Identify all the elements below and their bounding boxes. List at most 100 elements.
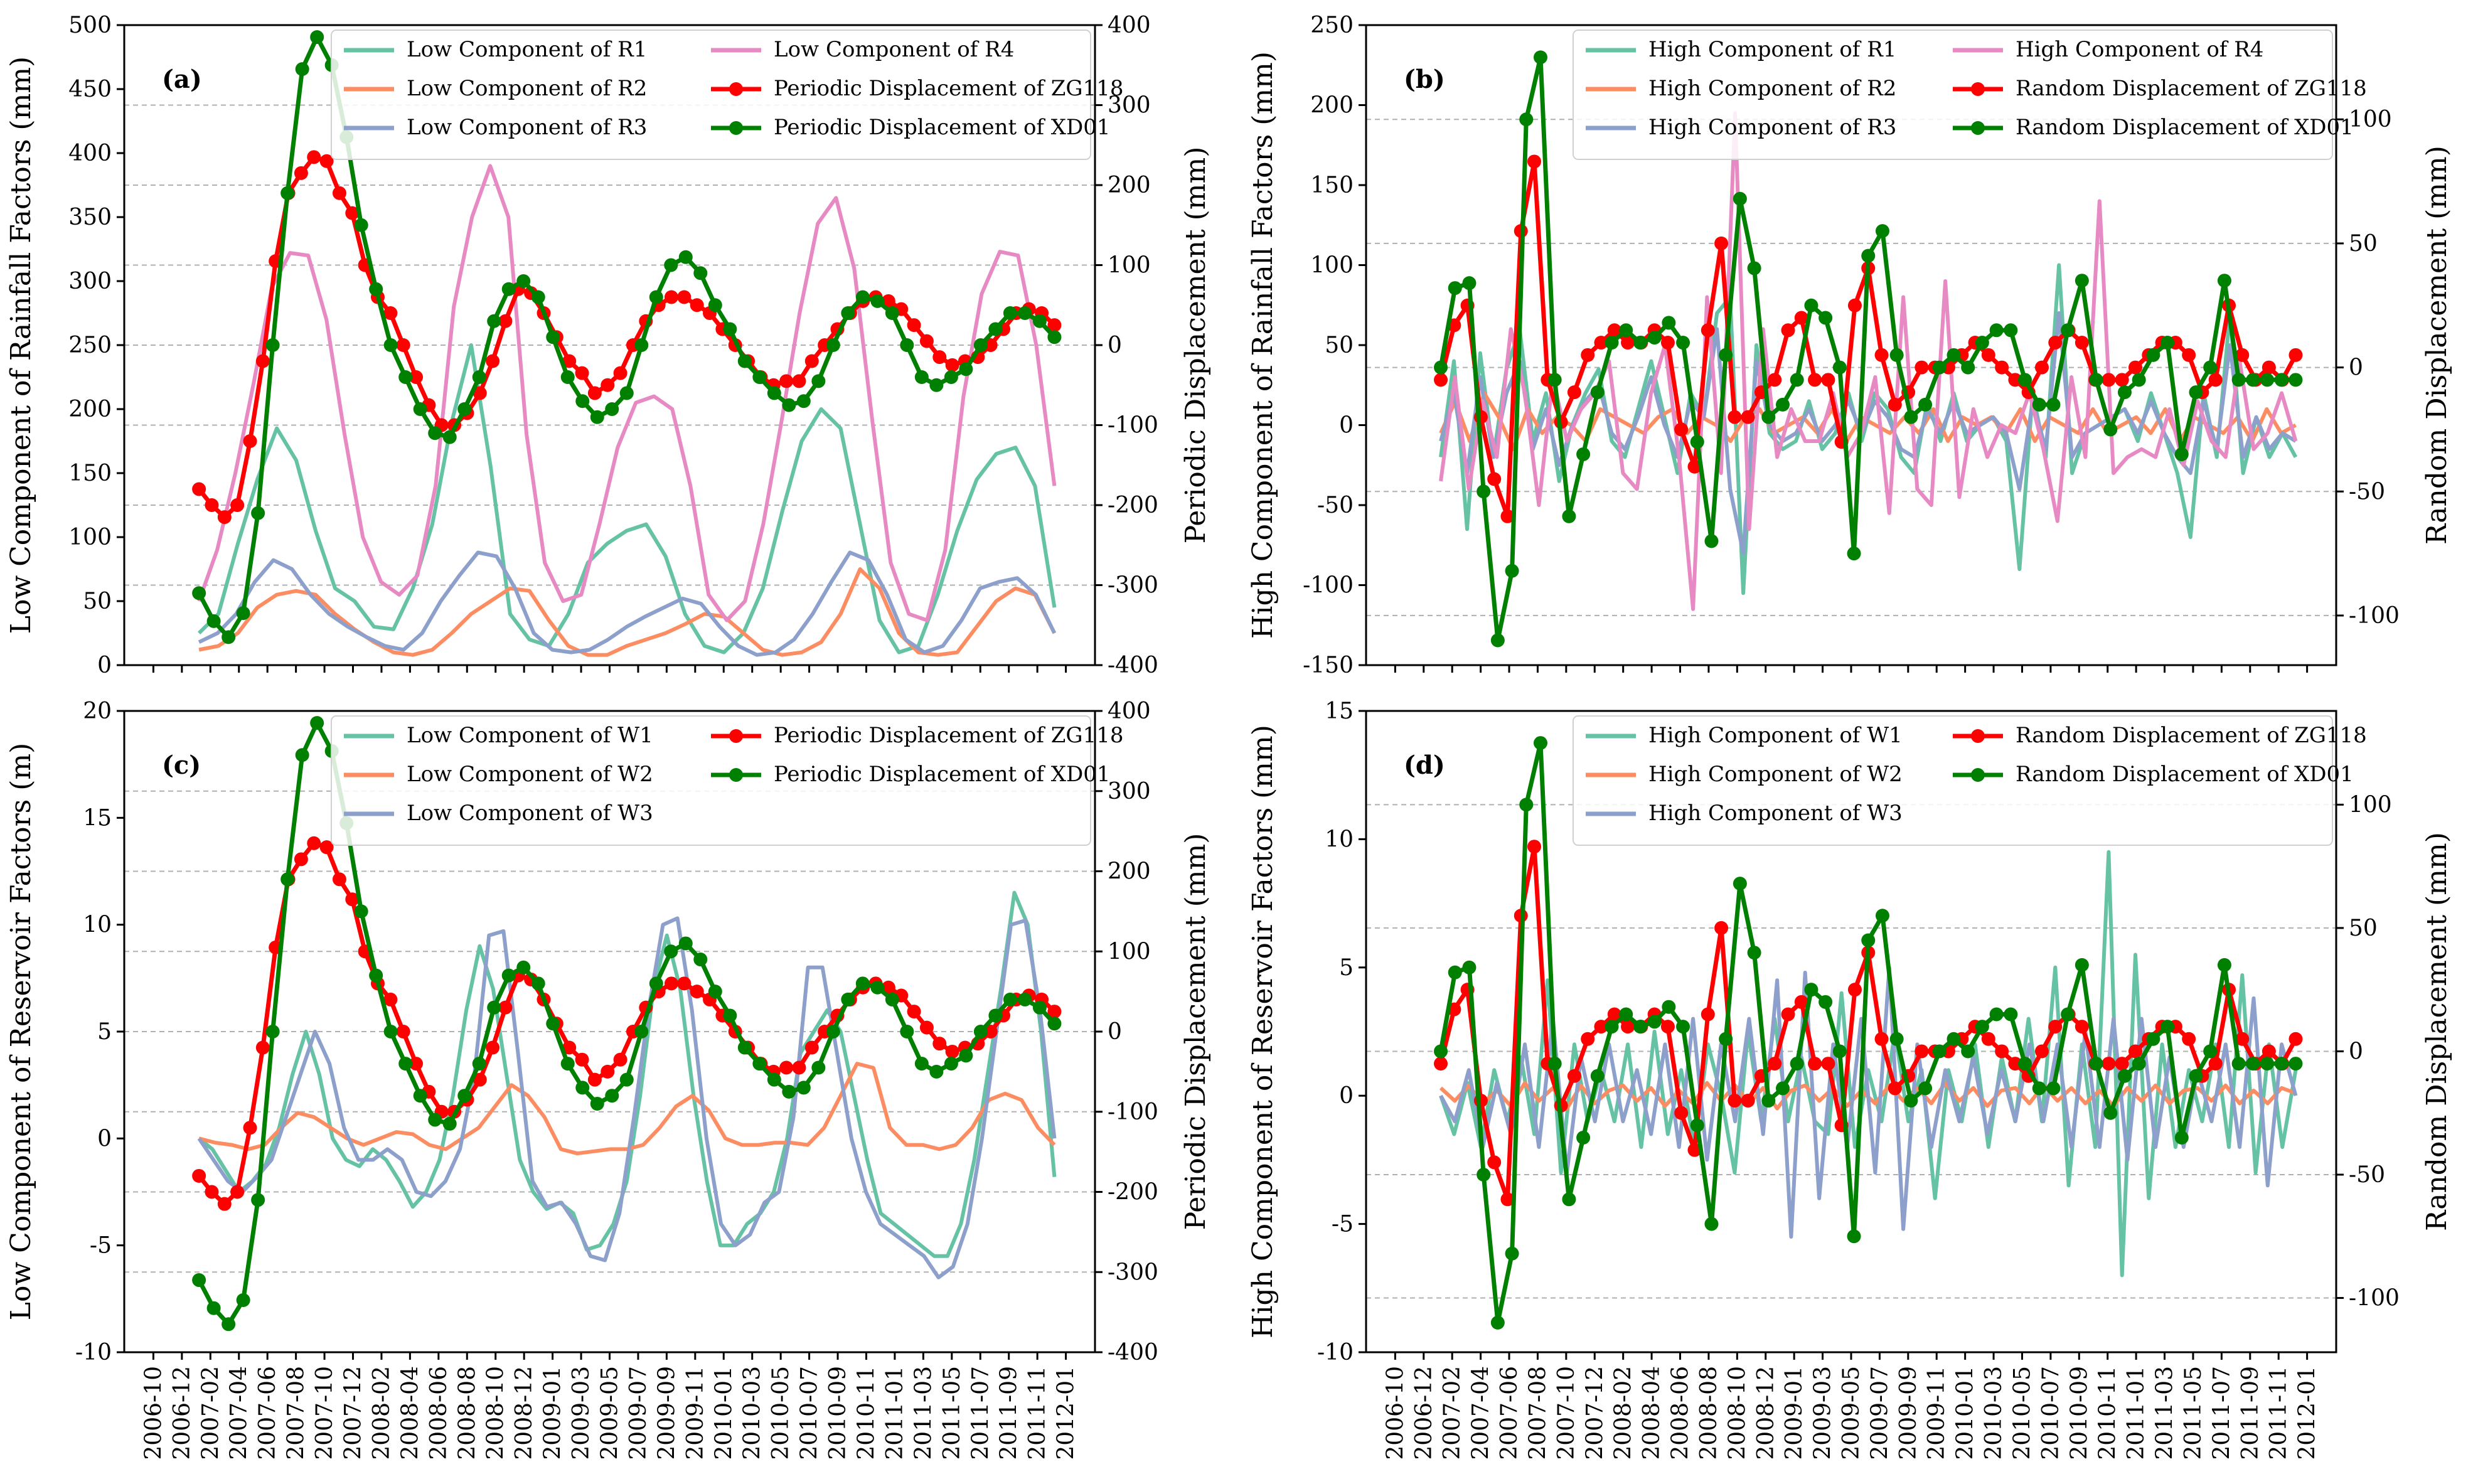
data-point xyxy=(2235,1032,2250,1046)
data-point xyxy=(2117,385,2132,400)
legend-label: Periodic Displacement of ZG118 xyxy=(774,723,1123,748)
legend-label: Periodic Displacement of XD01 xyxy=(774,762,1111,787)
data-point xyxy=(217,1197,232,1211)
y2-axis-label: Random Displacement (mm) xyxy=(2421,146,2453,545)
data-point xyxy=(2018,1057,2032,1071)
data-point xyxy=(498,314,513,328)
y-tick-label: -100 xyxy=(1303,573,1354,599)
legend-label: High Component of R1 xyxy=(1648,37,1896,62)
data-point xyxy=(914,1057,929,1071)
data-point xyxy=(1995,1044,2009,1059)
data-point xyxy=(222,630,236,644)
data-point xyxy=(295,62,309,77)
legend: High Component of W1 High Component of W2… xyxy=(1573,715,2367,846)
data-point xyxy=(1505,563,1519,578)
x-tick-label: 2006-10 xyxy=(141,1366,166,1460)
x-tick-label: 2008-08 xyxy=(1696,1366,1722,1460)
data-point xyxy=(601,1064,615,1079)
y-tick-label: 150 xyxy=(1310,173,1354,198)
series-line xyxy=(1439,965,2298,1239)
data-point xyxy=(664,976,678,991)
data-point xyxy=(1714,921,1729,935)
data-point xyxy=(1821,1057,1835,1071)
data-point xyxy=(1747,946,1761,960)
data-point xyxy=(575,366,589,380)
y-tick-label: 15 xyxy=(1325,698,1354,724)
data-point xyxy=(1047,330,1062,344)
data-point xyxy=(1607,323,1621,338)
data-point xyxy=(1619,323,1633,338)
data-point xyxy=(1832,360,1847,375)
data-point xyxy=(1581,1032,1595,1046)
legend-label: High Component of R2 xyxy=(1648,76,1896,101)
data-point xyxy=(255,354,270,368)
data-point xyxy=(2046,1081,2061,1096)
data-point xyxy=(907,318,921,333)
data-point xyxy=(251,506,265,520)
series-line xyxy=(198,1062,1056,1156)
data-point xyxy=(1701,1007,1715,1022)
data-point xyxy=(473,1072,487,1087)
data-point xyxy=(369,968,383,983)
data-point xyxy=(1776,1081,1790,1096)
x-tick-label: 2012-01 xyxy=(2295,1366,2320,1460)
data-point xyxy=(413,402,427,416)
data-point xyxy=(516,960,531,974)
data-point xyxy=(1790,373,1804,387)
y-tick-label: -5 xyxy=(1332,1212,1354,1237)
data-point xyxy=(885,992,899,1006)
y2-axis-label: Periodic Displacement (mm) xyxy=(1180,147,1212,544)
legend-label: Random Displacement of XD01 xyxy=(2016,115,2354,140)
data-point xyxy=(2274,373,2288,387)
x-tick-label: 2010-11 xyxy=(853,1366,879,1460)
data-point xyxy=(192,586,206,601)
data-point xyxy=(192,482,206,496)
data-point xyxy=(1808,1057,1822,1071)
data-point xyxy=(1590,1069,1605,1083)
data-point xyxy=(1003,306,1017,320)
data-point xyxy=(2203,360,2218,375)
data-point xyxy=(2117,1069,2132,1083)
data-point xyxy=(457,402,472,416)
legend-label: High Component of W2 xyxy=(1648,762,1903,787)
x-tick-label: 2011-01 xyxy=(882,1366,908,1460)
x-tick-label: 2008-04 xyxy=(1639,1366,1665,1460)
data-point xyxy=(2046,397,2061,412)
data-point xyxy=(2288,1057,2303,1071)
data-point xyxy=(2132,373,2146,387)
data-point xyxy=(1874,1032,1889,1046)
x-tick-label: 2011-01 xyxy=(2123,1366,2149,1460)
data-point xyxy=(2018,373,2032,387)
data-point xyxy=(1434,373,1448,387)
data-point xyxy=(804,354,819,368)
data-point xyxy=(1687,459,1702,474)
y-tick-label: -150 xyxy=(1303,653,1354,678)
y2-tick-label: -100 xyxy=(2349,603,2400,629)
x-tick-label: 2008-08 xyxy=(454,1366,480,1460)
data-point xyxy=(590,1096,604,1111)
data-point xyxy=(796,394,811,408)
data-point xyxy=(1761,1094,1776,1108)
data-point xyxy=(2075,336,2089,350)
x-tick-label: 2006-12 xyxy=(169,1366,195,1460)
data-point xyxy=(1888,1081,1902,1096)
data-point xyxy=(767,386,781,400)
y2-axis-label: Periodic Displacement (mm) xyxy=(1180,833,1212,1230)
data-point xyxy=(1477,1167,1491,1182)
data-point xyxy=(243,1121,257,1135)
data-point xyxy=(932,350,947,365)
data-point xyxy=(2182,1032,2196,1046)
data-point xyxy=(2235,348,2250,362)
data-point xyxy=(1981,348,1995,362)
data-point xyxy=(959,362,973,376)
y-tick-label: -10 xyxy=(75,1340,112,1365)
y-tick-label: 300 xyxy=(68,269,112,294)
data-point xyxy=(1674,422,1689,437)
y-tick-label: 0 xyxy=(1339,1083,1354,1109)
data-point xyxy=(1761,410,1776,424)
data-point xyxy=(1875,224,1889,238)
data-point xyxy=(677,290,692,304)
data-point xyxy=(1808,373,1822,387)
data-point xyxy=(2089,1057,2103,1071)
